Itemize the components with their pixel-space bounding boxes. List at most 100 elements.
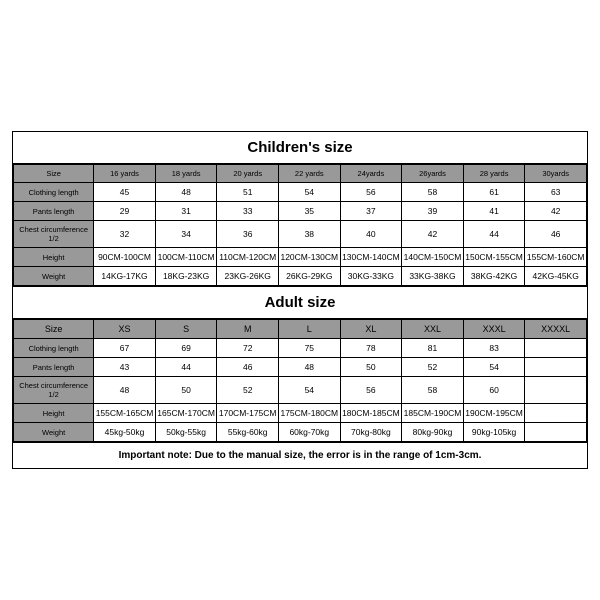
cell: [525, 423, 587, 442]
cell: 61: [463, 183, 525, 202]
cell: 110CM-120CM: [217, 248, 279, 267]
important-note: Important note: Due to the manual size, …: [13, 442, 587, 468]
cell: 140CM-150CM: [402, 248, 464, 267]
cell: 44: [463, 221, 525, 248]
cell: 34: [155, 221, 217, 248]
children-size-col: 18 yards: [155, 165, 217, 183]
children-size-col: 16 yards: [94, 165, 156, 183]
table-row: Pants length 29 31 33 35 37 39 41 42: [14, 202, 587, 221]
cell: [525, 339, 587, 358]
row-label: Weight: [14, 267, 94, 286]
adult-size-col: XXL: [402, 320, 464, 339]
row-label: Clothing length: [14, 183, 94, 202]
cell: 45: [94, 183, 156, 202]
cell: 26KG-29KG: [279, 267, 341, 286]
cell: 185CM-190CM: [402, 404, 464, 423]
cell: 40: [340, 221, 402, 248]
cell: 42: [525, 202, 587, 221]
row-label: Height: [14, 404, 94, 423]
cell: 31: [155, 202, 217, 221]
cell: 54: [279, 377, 341, 404]
cell: 78: [340, 339, 402, 358]
cell: 58: [402, 377, 464, 404]
cell: 48: [94, 377, 156, 404]
cell: 50: [155, 377, 217, 404]
cell: 56: [340, 377, 402, 404]
children-size-col: 26yards: [402, 165, 464, 183]
row-label: Pants length: [14, 358, 94, 377]
children-size-label: Size: [14, 165, 94, 183]
cell: 38KG-42KG: [463, 267, 525, 286]
cell: 30KG-33KG: [340, 267, 402, 286]
cell: 42: [402, 221, 464, 248]
cell: 54: [279, 183, 341, 202]
cell: [525, 377, 587, 404]
table-row: Chest circumference 1/2 48 50 52 54 56 5…: [14, 377, 587, 404]
adult-size-col: M: [217, 320, 279, 339]
cell: 46: [525, 221, 587, 248]
cell: 39: [402, 202, 464, 221]
cell: 80kg-90kg: [402, 423, 464, 442]
cell: 54: [463, 358, 525, 377]
cell: 29: [94, 202, 156, 221]
cell: 120CM-130CM: [279, 248, 341, 267]
cell: 90kg-105kg: [463, 423, 525, 442]
table-row: Weight 45kg-50kg 50kg-55kg 55kg-60kg 60k…: [14, 423, 587, 442]
adult-size-col: XS: [94, 320, 156, 339]
row-label: Chest circumference 1/2: [14, 221, 94, 248]
cell: 43: [94, 358, 156, 377]
cell: 48: [155, 183, 217, 202]
cell: 37: [340, 202, 402, 221]
cell: 32: [94, 221, 156, 248]
adult-size-col: XL: [340, 320, 402, 339]
cell: 50kg-55kg: [155, 423, 217, 442]
adult-size-col: S: [155, 320, 217, 339]
cell: [525, 404, 587, 423]
adult-size-col: XXXL: [463, 320, 525, 339]
cell: 130CM-140CM: [340, 248, 402, 267]
cell: 46: [217, 358, 279, 377]
children-size-col: 20 yards: [217, 165, 279, 183]
cell: 170CM-175CM: [217, 404, 279, 423]
cell: 69: [155, 339, 217, 358]
cell: 52: [402, 358, 464, 377]
cell: 155CM-160CM: [525, 248, 587, 267]
table-row: Clothing length 67 69 72 75 78 81 83: [14, 339, 587, 358]
cell: 190CM-195CM: [463, 404, 525, 423]
cell: 52: [217, 377, 279, 404]
cell: 60kg-70kg: [279, 423, 341, 442]
cell: 180CM-185CM: [340, 404, 402, 423]
cell: 60: [463, 377, 525, 404]
adult-size-header: Size XS S M L XL XXL XXXL XXXXL: [14, 320, 587, 339]
cell: 36: [217, 221, 279, 248]
adult-size-col: XXXXL: [525, 320, 587, 339]
cell: 100CM-110CM: [155, 248, 217, 267]
adult-size-col: L: [279, 320, 341, 339]
cell: 35: [279, 202, 341, 221]
cell: 44: [155, 358, 217, 377]
children-size-col: 24yards: [340, 165, 402, 183]
cell: 175CM-180CM: [279, 404, 341, 423]
adult-title: Adult size: [13, 286, 587, 319]
table-row: Weight 14KG-17KG 18KG-23KG 23KG-26KG 26K…: [14, 267, 587, 286]
cell: 56: [340, 183, 402, 202]
cell: 90CM-100CM: [94, 248, 156, 267]
cell: 155CM-165CM: [94, 404, 156, 423]
cell: 83: [463, 339, 525, 358]
cell: 50: [340, 358, 402, 377]
table-row: Pants length 43 44 46 48 50 52 54: [14, 358, 587, 377]
cell: 33: [217, 202, 279, 221]
cell: 14KG-17KG: [94, 267, 156, 286]
cell: 48: [279, 358, 341, 377]
table-row: Height 155CM-165CM 165CM-170CM 170CM-175…: [14, 404, 587, 423]
table-row: Height 90CM-100CM 100CM-110CM 110CM-120C…: [14, 248, 587, 267]
children-size-col: 22 yards: [279, 165, 341, 183]
children-size-col: 28 yards: [463, 165, 525, 183]
children-size-col: 30yards: [525, 165, 587, 183]
cell: 33KG-38KG: [402, 267, 464, 286]
cell: 58: [402, 183, 464, 202]
cell: 45kg-50kg: [94, 423, 156, 442]
row-label: Clothing length: [14, 339, 94, 358]
cell: 23KG-26KG: [217, 267, 279, 286]
cell: 72: [217, 339, 279, 358]
